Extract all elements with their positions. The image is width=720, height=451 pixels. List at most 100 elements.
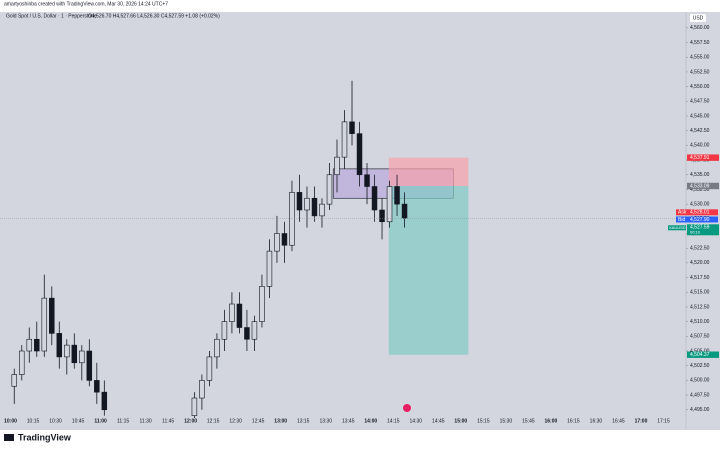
y-tick-label: 4,505.00 <box>690 348 710 354</box>
y-tick-label: 4,552.50 <box>690 69 710 75</box>
countdown: 00:10 <box>690 229 701 234</box>
x-tick-label: 11:45 <box>162 418 174 424</box>
x-tick-label: 15:00 <box>454 418 467 424</box>
candle-body <box>86 350 93 381</box>
x-tick-label: 16:30 <box>590 418 603 424</box>
candle-body <box>101 391 108 411</box>
candle-body <box>49 297 55 334</box>
brand-logo <box>4 434 14 441</box>
candle-body <box>371 186 378 211</box>
candle-body <box>311 197 318 217</box>
x-tick-label: 14:30 <box>410 418 423 424</box>
candle-body <box>274 233 280 252</box>
stop-zone <box>388 157 469 186</box>
y-tick-label: 4,497.50 <box>690 392 710 398</box>
x-tick-label: 12:00 <box>184 418 197 424</box>
y-tick-label: 4,495.00 <box>690 407 710 413</box>
brand: TradingView <box>18 432 72 442</box>
candle-body <box>334 156 340 176</box>
quote-tag <box>676 209 718 216</box>
watermark-icon <box>403 404 411 412</box>
y-tick-label: 4,517.50 <box>690 275 710 281</box>
symbol-tag: XAUUSD <box>669 225 686 230</box>
x-tick-label: 14:15 <box>387 418 400 424</box>
x-tick-label: 16:15 <box>567 418 580 424</box>
plot-bg <box>0 12 686 430</box>
candle-body <box>379 209 385 223</box>
y-tick-label: 4,540.00 <box>690 143 710 149</box>
quote-tag-name: Ask <box>678 210 687 216</box>
x-tick-label: 16:00 <box>545 418 558 424</box>
x-tick-label: 12:15 <box>207 418 220 424</box>
y-tick-label: 4,560.00 <box>690 25 710 31</box>
candle-body <box>11 374 17 387</box>
candle-body <box>266 250 273 287</box>
credit: amartyoshinba created with TradingView.c… <box>4 1 168 7</box>
x-tick-label: 17:15 <box>657 418 670 424</box>
x-tick-label: 12:30 <box>229 418 242 424</box>
x-tick-label: 14:45 <box>432 418 445 424</box>
candle-body <box>19 350 25 375</box>
y-tick-label: 4,522.50 <box>690 246 710 252</box>
ohlc-text: O4,526.70 H4,527.66 L4,526.30 C4,527.59 … <box>88 13 220 19</box>
candle-body <box>199 380 205 399</box>
candle-body <box>341 121 348 158</box>
price-tag-label: 4,504.37 <box>690 352 710 358</box>
y-tick-label: 4,550.00 <box>690 84 710 90</box>
candle-body <box>251 321 258 340</box>
x-tick-label: 11:00 <box>94 418 107 424</box>
candle-body <box>191 397 198 416</box>
candle-body <box>71 344 78 364</box>
x-tick-label: 11:30 <box>140 418 152 424</box>
candle-body <box>94 380 100 393</box>
y-tick-label: 4,507.50 <box>690 334 710 340</box>
candle-body <box>319 203 325 217</box>
price-tag-label: 4,537.91 <box>690 155 710 161</box>
x-tick-label: 15:45 <box>522 418 535 424</box>
price-tag <box>687 351 719 358</box>
candle-body <box>34 338 40 352</box>
candle-body <box>56 333 63 358</box>
x-tick-label: 16:45 <box>612 418 625 424</box>
y-tick-label: 4,510.00 <box>690 319 710 325</box>
candle-body <box>229 303 235 322</box>
y-tick-label: 4,557.50 <box>690 40 710 46</box>
last-tag <box>687 224 719 236</box>
candle-body <box>41 297 48 352</box>
x-tick-label: 15:30 <box>500 418 513 424</box>
quote-tag-label: 4,528.01 <box>690 210 710 216</box>
candle-body <box>394 186 400 205</box>
y-tick-label: 4,512.50 <box>690 304 710 310</box>
price-tag <box>687 182 719 190</box>
candle-body <box>386 186 393 223</box>
candle-body <box>296 192 303 211</box>
x-tick-label: 13:30 <box>319 418 332 424</box>
x-tick-label: 14:00 <box>364 418 377 424</box>
candle-body <box>259 286 265 322</box>
candle-body <box>401 203 408 219</box>
currency-box <box>690 14 706 22</box>
candle-body <box>206 356 213 381</box>
x-tick-label: 10:00 <box>4 418 17 424</box>
x-tick-label: 13:45 <box>342 418 355 424</box>
y-tick-label: 4,535.00 <box>690 172 710 178</box>
y-tick-label: 4,532.50 <box>690 187 710 193</box>
y-tick-label: 4,520.00 <box>690 260 710 266</box>
candle-body <box>26 338 33 352</box>
quote-tag <box>676 216 718 223</box>
x-tick-label: 10:30 <box>49 418 62 424</box>
price-tag-label: 4,533.09 <box>690 183 710 189</box>
y-tick-label: 4,500.00 <box>690 378 710 384</box>
y-tick-label: 4,515.00 <box>690 290 710 296</box>
x-tick-label: 17:00 <box>635 418 648 424</box>
y-tick-label: 4,542.50 <box>690 128 710 134</box>
target-zone <box>388 185 469 355</box>
y-tick-label: 4,502.50 <box>690 363 710 369</box>
candle-body <box>79 350 85 364</box>
x-tick-label: 12:45 <box>252 418 265 424</box>
candle-body <box>236 303 243 328</box>
x-tick-label: 13:00 <box>274 418 287 424</box>
quote-tag-name: Bid <box>678 217 685 223</box>
